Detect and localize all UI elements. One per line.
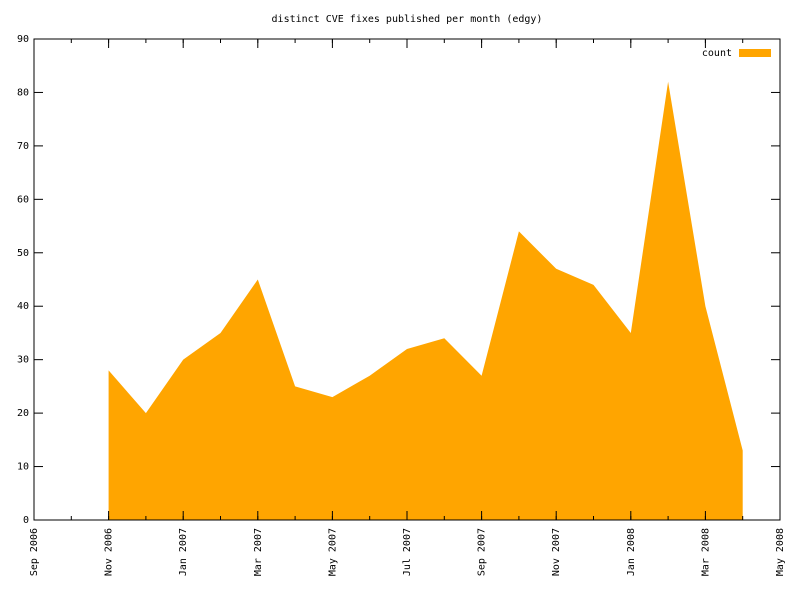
- y-tick-label: 80: [17, 87, 29, 98]
- chart-title: distinct CVE fixes published per month (…: [272, 14, 543, 25]
- x-tick-label: Nov 2006: [104, 528, 115, 576]
- x-tick-label: May 2008: [775, 528, 786, 576]
- y-tick-label: 0: [23, 515, 29, 526]
- y-tick-label: 60: [17, 194, 29, 205]
- x-tick-label: Mar 2007: [253, 528, 264, 576]
- x-tick-label: Mar 2008: [700, 528, 711, 576]
- area: [108, 81, 743, 520]
- x-tick-label: Jan 2007: [178, 528, 189, 576]
- x-tick-label: Sep 2007: [477, 528, 488, 576]
- y-tick-label: 70: [17, 141, 29, 152]
- y-tick-label: 90: [17, 34, 29, 45]
- y-tick-label: 50: [17, 248, 29, 259]
- y-tick-label: 30: [17, 355, 29, 366]
- legend-label: count: [702, 48, 732, 59]
- x-tick-label: Sep 2006: [29, 528, 40, 576]
- x-tick-label: Jan 2008: [626, 528, 637, 576]
- y-tick-label: 10: [17, 462, 29, 473]
- x-tick-label: Jul 2007: [402, 528, 413, 576]
- x-tick-label: May 2007: [327, 528, 338, 576]
- legend-swatch: [739, 49, 771, 57]
- x-tick-label: Nov 2007: [551, 528, 562, 576]
- y-tick-label: 20: [17, 408, 29, 419]
- y-tick-label: 40: [17, 301, 29, 312]
